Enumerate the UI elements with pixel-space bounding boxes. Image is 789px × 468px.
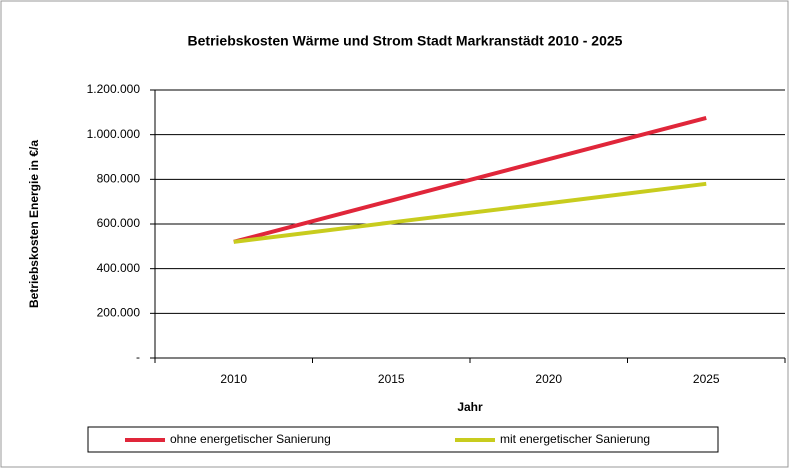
chart-title: Betriebskosten Wärme und Strom Stadt Mar… — [188, 33, 623, 49]
x-axis-title: Jahr — [457, 400, 483, 414]
y-tick-label: 1.000.000 — [87, 127, 141, 141]
x-tick-label: 2025 — [693, 372, 720, 386]
legend-box — [87, 426, 719, 453]
y-axis-title: Betriebskosten Energie in €/a — [27, 140, 41, 308]
x-tick-label: 2020 — [535, 372, 562, 386]
y-tick-label: - — [136, 350, 140, 364]
y-tick-label: 1.200.000 — [87, 82, 141, 96]
x-tick-label: 2015 — [378, 372, 405, 386]
y-tick-label: 800.000 — [97, 172, 141, 186]
y-tick-label: 600.000 — [97, 216, 141, 230]
legend-label: mit energetischer Sanierung — [500, 432, 650, 446]
legend-label: ohne energetischer Sanierung — [170, 432, 331, 446]
y-tick-label: 200.000 — [97, 306, 141, 320]
x-tick-label: 2010 — [220, 372, 247, 386]
series-line — [233, 115, 707, 244]
series-line — [233, 181, 707, 244]
y-tick-label: 400.000 — [97, 261, 141, 275]
